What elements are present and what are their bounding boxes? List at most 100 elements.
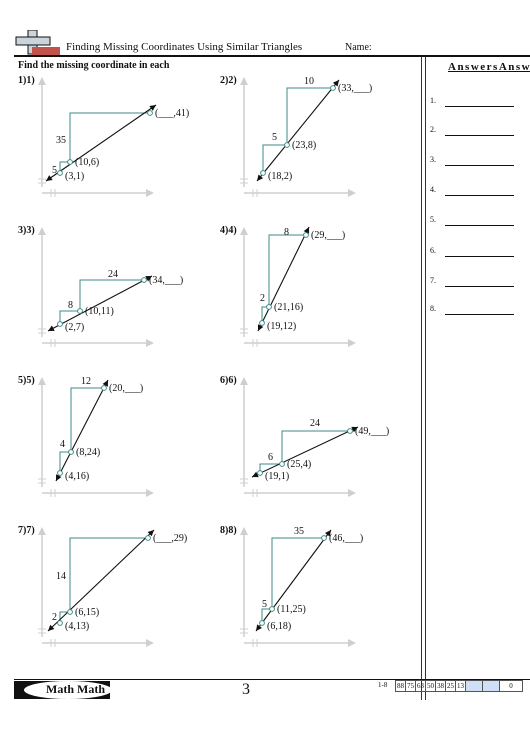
coordinate-label: (18,2) (268, 171, 293, 182)
line-arrow-start-icon (56, 474, 62, 481)
answer-column-divider (425, 57, 426, 700)
big-leg-label: 35 (56, 135, 66, 146)
answer-blank[interactable] (445, 225, 514, 226)
line-through-points (256, 79, 340, 182)
plotted-point (260, 170, 266, 176)
line-through-points (257, 226, 310, 332)
y-axis-arrow-icon (240, 377, 248, 385)
answer-number: 4. (430, 185, 436, 194)
plotted-point (141, 277, 147, 283)
plotted-point (145, 535, 151, 541)
small-triangle-legs (59, 310, 80, 324)
triangle-diagram (240, 77, 356, 197)
small-triangle-legs (262, 144, 287, 173)
x-axis-arrow-icon (146, 489, 154, 497)
problem-number: 2)2) (220, 75, 237, 86)
problem-number: 5)5) (18, 375, 35, 386)
coordinate-label: (25,4) (287, 459, 312, 470)
triangle-diagram (240, 377, 359, 497)
answer-blank[interactable] (445, 286, 514, 287)
coordinate-label: (___,29) (153, 533, 188, 544)
problem-4: 4)4) (19,12) (21,16) (29,___) 2 8 (220, 225, 420, 375)
problem-8: 8)8) (6,18) (11,25) (46,___) 5 35 (220, 525, 420, 675)
plotted-point (303, 232, 309, 238)
coordinate-label: (4,16) (65, 471, 90, 482)
coordinate-label: (46,___) (329, 533, 364, 544)
math-plus-logo-icon (15, 30, 60, 55)
coordinate-label: (10,6) (75, 157, 100, 168)
score-range: 1-8 (378, 681, 388, 689)
answer-row: 8. (430, 304, 530, 318)
line-through-points (47, 529, 155, 632)
problem-number: 8)8) (220, 525, 237, 536)
problem-number: 4)4) (220, 225, 237, 236)
coordinate-label: (19,1) (265, 471, 290, 482)
coordinate-label: (29,___) (311, 230, 346, 241)
answer-row: 3. (430, 155, 530, 169)
coordinate-label: (6,15) (75, 607, 100, 618)
small-leg-label: 6 (268, 452, 273, 463)
small-leg-label: 4 (60, 439, 65, 450)
plotted-point (67, 609, 73, 615)
coordinate-label: (23,8) (292, 140, 317, 151)
small-triangle-legs (59, 161, 70, 173)
big-triangle-legs (69, 112, 150, 162)
plotted-point (259, 620, 265, 626)
problem-2: 2)2) (18,2) (23,8) (33,___) 5 10 (220, 75, 420, 225)
coordinate-label: (6,18) (267, 621, 292, 632)
answer-row: 5. (430, 215, 530, 229)
answer-blank[interactable] (445, 135, 514, 136)
line-arrow-start-icon (256, 624, 262, 631)
plotted-point (68, 449, 74, 455)
score-cell: 13 (455, 680, 465, 692)
coordinate-label: (4,13) (65, 621, 90, 632)
coordinate-label: (___,41) (155, 108, 190, 119)
plotted-point (101, 385, 107, 391)
problem-number: 3)3) (18, 225, 35, 236)
line-arrow-start-icon (257, 174, 264, 181)
coordinate-label: (34,___) (149, 275, 184, 286)
answer-blank[interactable] (445, 314, 514, 315)
coordinate-label: (2,7) (65, 322, 85, 333)
coordinate-label: (33,___) (338, 83, 373, 94)
worksheet-title: Finding Missing Coordinates Using Simila… (66, 41, 303, 53)
small-leg-label: 2 (52, 612, 57, 623)
plotted-point (57, 321, 63, 327)
big-leg-label: 24 (108, 269, 118, 280)
score-cell (482, 680, 499, 692)
line-arrow-end-icon (145, 276, 152, 282)
line-through-points (45, 104, 157, 182)
x-axis-arrow-icon (348, 489, 356, 497)
x-axis-arrow-icon (348, 189, 356, 197)
answer-blank[interactable] (445, 165, 514, 166)
answer-number: 1. (430, 96, 436, 105)
coordinate-label: (10,11) (85, 306, 114, 317)
x-axis-arrow-icon (146, 189, 154, 197)
answer-blank[interactable] (445, 256, 514, 257)
answer-row: 1. (430, 96, 530, 110)
problem-3: 3)3) (2,7) (10,11) (34,___) 8 24 (18, 225, 218, 375)
answer-row: 7. (430, 276, 530, 290)
coordinate-label: (20,___) (109, 383, 144, 394)
score-cell: 75 (405, 680, 415, 692)
answer-blank[interactable] (445, 195, 514, 196)
big-triangle-legs (281, 430, 350, 464)
plotted-point (347, 428, 353, 434)
x-axis-arrow-icon (146, 639, 154, 647)
brand-name: Math Math (46, 682, 105, 696)
line-through-points (47, 275, 153, 332)
small-leg-label: 5 (262, 599, 267, 610)
plotted-point (284, 142, 290, 148)
big-leg-label: 24 (310, 418, 320, 429)
problem-number: 1)1) (18, 75, 35, 86)
triangle-diagram (240, 226, 356, 347)
plotted-point (279, 461, 285, 467)
answer-number: 7. (430, 276, 436, 285)
score-cell: 63 (415, 680, 425, 692)
triangle-diagram (240, 527, 356, 647)
plotted-point (257, 470, 263, 476)
y-axis-arrow-icon (240, 227, 248, 235)
answer-blank[interactable] (445, 106, 514, 107)
problem-number: 6)6) (220, 375, 237, 386)
coordinate-label: (3,1) (65, 171, 85, 182)
